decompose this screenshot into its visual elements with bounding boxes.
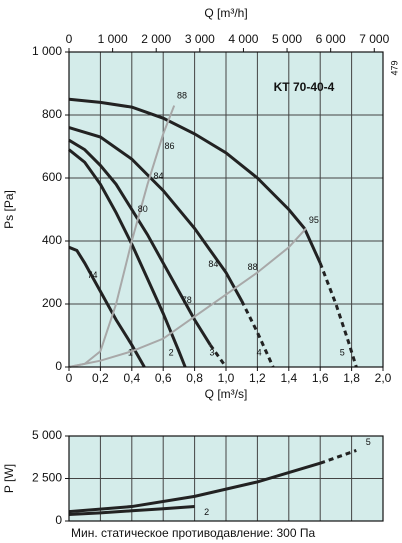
system-curve bbox=[68, 105, 176, 368]
fan-curve bbox=[68, 505, 195, 517]
fan-curve bbox=[68, 97, 322, 264]
curve-label: 2 bbox=[169, 347, 174, 357]
x-axis-label: Q [m³/s] bbox=[205, 387, 248, 401]
y-tick-label: 200 bbox=[42, 296, 62, 310]
x-tick-label: 1,0 bbox=[218, 371, 235, 385]
x-tick-label: 2,0 bbox=[375, 371, 392, 385]
y-axis-label: P [W] bbox=[2, 464, 16, 493]
fan-curve bbox=[318, 262, 358, 368]
x-tick-label: 1,8 bbox=[343, 371, 360, 385]
chart-title: KT 70-40-4 bbox=[274, 80, 335, 94]
y-tick-label: 0 bbox=[55, 513, 62, 527]
note: Мин. статическое противодавление: 300 Па bbox=[71, 526, 315, 540]
y-tick-label: 600 bbox=[42, 170, 62, 184]
annotation: 84 bbox=[153, 171, 163, 181]
y-tick-label: 800 bbox=[42, 107, 62, 121]
curve-label: 3 bbox=[209, 347, 214, 357]
y-tick-label: 5 000 bbox=[32, 428, 62, 442]
x2-tick-label: 7 000 bbox=[359, 32, 389, 46]
fan-curve bbox=[209, 344, 228, 368]
fan-curve bbox=[68, 245, 146, 368]
y-tick-label: 1 000 bbox=[32, 44, 62, 58]
curve-label: 5 bbox=[340, 347, 345, 357]
x2-tick-label: 0 bbox=[66, 32, 73, 46]
plot-frame bbox=[68, 435, 384, 522]
y-axis-label: Ps [Pa] bbox=[2, 190, 16, 229]
x-tick-label: 0 bbox=[66, 371, 73, 385]
fan-curve bbox=[68, 461, 321, 514]
annotation: 80 bbox=[138, 204, 148, 214]
x2-tick-label: 2 000 bbox=[141, 32, 171, 46]
annotation: 88 bbox=[177, 90, 187, 100]
annotation: 78 bbox=[182, 295, 192, 305]
y-tick-label: 0 bbox=[55, 359, 62, 373]
x2-tick-label: 6 000 bbox=[316, 32, 346, 46]
fan-curve bbox=[68, 138, 212, 346]
x2-tick-label: 4 000 bbox=[228, 32, 258, 46]
side-label: 479 bbox=[389, 60, 399, 75]
fan-curve bbox=[240, 300, 275, 368]
x2-tick-label: 1 000 bbox=[98, 32, 128, 46]
x-tick-label: 0,8 bbox=[186, 371, 203, 385]
x-tick-label: 0,2 bbox=[92, 371, 109, 385]
x-tick-label: 1,6 bbox=[312, 371, 329, 385]
y-tick-label: 2 500 bbox=[32, 471, 62, 485]
x-tick-label: 0,4 bbox=[123, 371, 140, 385]
annotation: 88 bbox=[248, 262, 258, 272]
curve-label: 4 bbox=[257, 347, 262, 357]
plot-frame bbox=[68, 51, 384, 368]
system-curve bbox=[68, 227, 307, 368]
annotation: 95 bbox=[309, 215, 319, 225]
curve-label: 5 bbox=[366, 437, 371, 447]
fan-curve bbox=[68, 126, 244, 302]
annotation: 86 bbox=[164, 141, 174, 151]
annotation: 84 bbox=[208, 259, 218, 269]
x2-tick-label: 5 000 bbox=[272, 32, 302, 46]
fan-curve bbox=[319, 449, 357, 465]
x2-tick-label: 3 000 bbox=[185, 32, 215, 46]
x-tick-label: 0,6 bbox=[155, 371, 172, 385]
x-tick-label: 1,4 bbox=[280, 371, 297, 385]
x-tick-label: 1,2 bbox=[249, 371, 266, 385]
curve-label: 2 bbox=[204, 507, 209, 517]
y-tick-label: 400 bbox=[42, 233, 62, 247]
annotation: 74 bbox=[88, 270, 98, 280]
x2-axis-label: Q [m³/h] bbox=[204, 6, 247, 20]
